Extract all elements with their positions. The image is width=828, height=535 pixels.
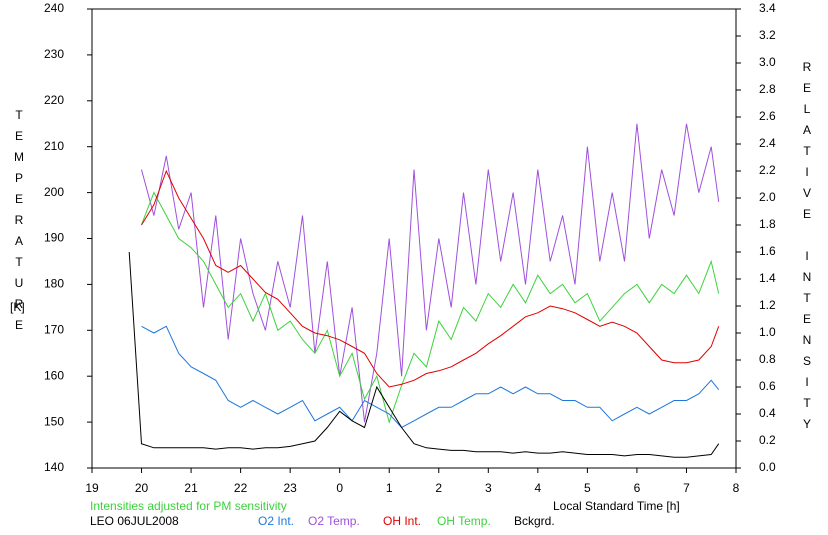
x-tick-label: 5: [584, 481, 591, 495]
y2-tick-label: 0.6: [759, 379, 776, 393]
y2-tick-label: 2.4: [759, 136, 776, 150]
y2-tick-label: 3.2: [759, 28, 776, 42]
y-tick-label: 150: [44, 414, 64, 428]
x-tick-label: 21: [184, 481, 198, 495]
y-tick-label: 200: [44, 185, 64, 199]
y2-tick-label: 1.6: [759, 244, 776, 258]
x-axis-label: Local Standard Time [h]: [553, 499, 680, 513]
x-tick-label: 19: [85, 481, 99, 495]
y2-tick-label: 0.8: [759, 352, 776, 366]
y-tick-label: 140: [44, 460, 64, 474]
y2-tick-label: 2.2: [759, 163, 776, 177]
x-tick-label: 8: [733, 481, 740, 495]
y2-tick-label: 1.8: [759, 217, 776, 231]
y-axis-unit: [K]: [10, 300, 25, 314]
series-line: [141, 123, 720, 423]
plot-frame: [91, 8, 737, 469]
annotation: Intensities adjusted for PM sensitivity: [90, 499, 287, 513]
y2-tick-label: 1.0: [759, 325, 776, 339]
x-tick-label: 22: [234, 481, 248, 495]
x-tick-label: 20: [135, 481, 149, 495]
y-tick-label: 230: [44, 47, 64, 61]
y-tick-label: 220: [44, 93, 64, 107]
x-tick-label: 4: [535, 481, 542, 495]
x-tick-label: 0: [336, 481, 343, 495]
y2-tick-label: 0.2: [759, 433, 776, 447]
y-tick-label: 210: [44, 139, 64, 153]
y2-tick-label: 2.0: [759, 190, 776, 204]
y2-axis-label: RELATIVE INTENSITY: [800, 60, 814, 438]
y-axis-label: TEMPERATURE: [12, 108, 26, 339]
x-tick-label: 2: [435, 481, 442, 495]
series-line: [141, 169, 720, 388]
y-tick-label: 170: [44, 322, 64, 336]
y-tick-label: 160: [44, 368, 64, 382]
legend-entry: O2 Temp.: [308, 514, 360, 528]
y2-tick-label: 0.0: [759, 460, 776, 474]
legend-entry: OH Int.: [383, 514, 421, 528]
y2-tick-label: 3.4: [759, 1, 776, 15]
y2-tick-label: 1.2: [759, 298, 776, 312]
y-tick-label: 240: [44, 1, 64, 15]
x-tick-label: 1: [386, 481, 393, 495]
y2-tick-label: 0.4: [759, 406, 776, 420]
y2-tick-label: 1.4: [759, 271, 776, 285]
x-tick-label: 7: [683, 481, 690, 495]
series-line: [141, 325, 720, 429]
x-tick-label: 23: [283, 481, 297, 495]
y2-tick-label: 2.6: [759, 109, 776, 123]
legend-entry: O2 Int.: [258, 514, 294, 528]
y2-tick-label: 3.0: [759, 55, 776, 69]
legend-entry: OH Temp.: [437, 514, 491, 528]
y2-tick-label: 2.8: [759, 82, 776, 96]
footer: LEO 06JUL2008: [90, 514, 179, 528]
x-tick-label: 6: [634, 481, 641, 495]
y-tick-label: 180: [44, 277, 64, 291]
series-line: [141, 191, 720, 424]
y-tick-label: 190: [44, 231, 64, 245]
legend-entry: Bckgrd.: [514, 514, 555, 528]
series-line: [128, 251, 720, 458]
x-tick-label: 3: [485, 481, 492, 495]
